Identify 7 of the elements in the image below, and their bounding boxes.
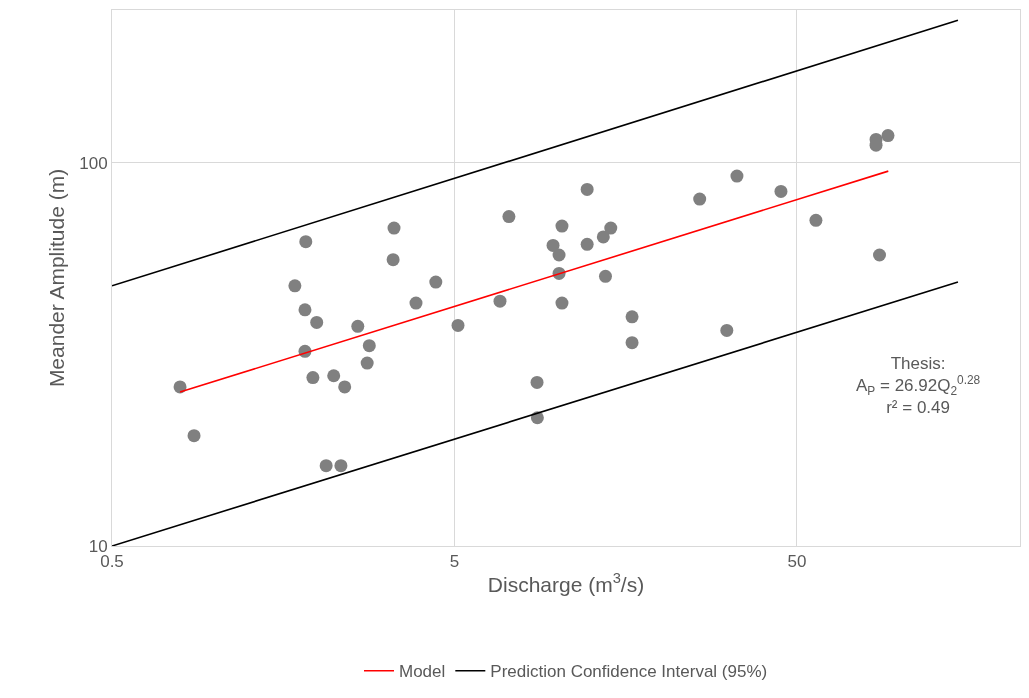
x-axis-title: Discharge (m$^{3}$/s) [487, 569, 645, 596]
y-tick-label: 100 [79, 153, 108, 173]
legend-label: Model [399, 662, 446, 682]
x-tick-label: 50 [787, 552, 807, 572]
legend-label: Prediction Confidence Interval (95%) [490, 662, 768, 682]
y-axis-title: Meander Amplitude (m) [45, 168, 69, 388]
x-tick-label: 5 [449, 552, 460, 572]
